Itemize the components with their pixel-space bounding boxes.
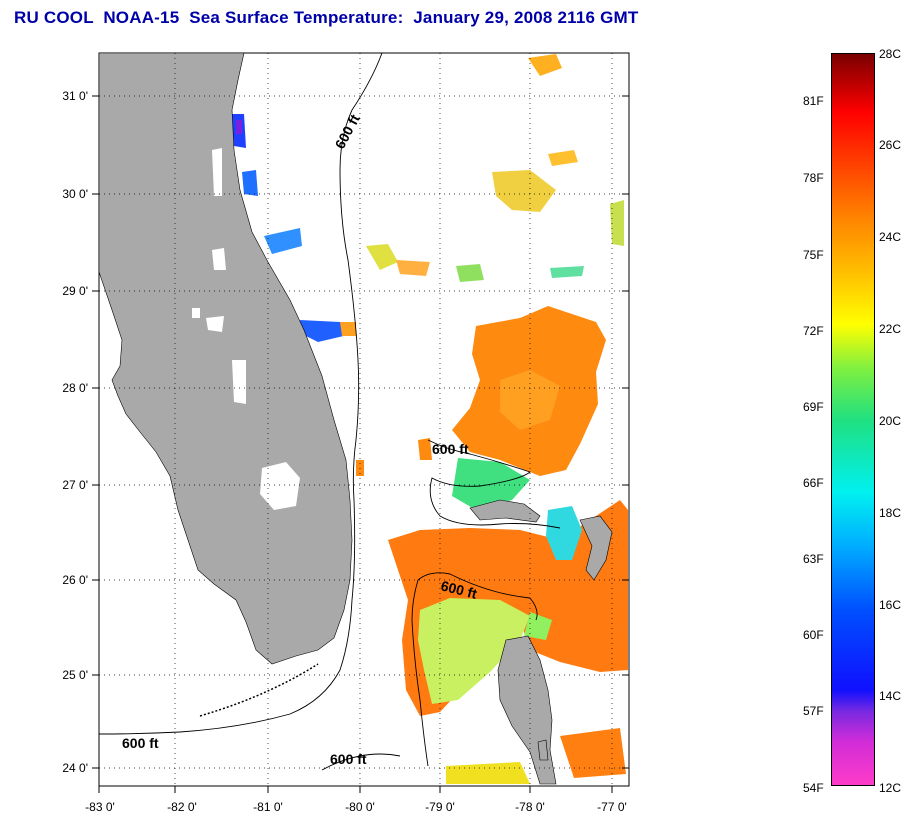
- sst-patch: [500, 370, 560, 430]
- isobath-label: 600 ft: [330, 751, 367, 767]
- lake: [192, 308, 200, 318]
- colorbar-fahrenheit-label: 81F: [803, 94, 824, 108]
- sst-patch: [340, 322, 356, 336]
- sst-patch: [546, 506, 582, 560]
- sst-patch: [242, 170, 258, 196]
- lat-label: 30 0': [62, 187, 88, 201]
- sst-patch: [446, 762, 530, 784]
- colorbar-fahrenheit-label: 60F: [803, 628, 824, 642]
- sst-data-layer: [232, 54, 628, 784]
- sst-patch: [300, 320, 352, 342]
- lon-label: -81 0': [253, 800, 283, 814]
- sst-patch: [418, 438, 432, 460]
- florida-landmass: [98, 52, 353, 665]
- lon-label: -78 0': [515, 800, 545, 814]
- sst-patch: [550, 266, 584, 278]
- sst-patch: [366, 244, 398, 270]
- abaco-island: [579, 515, 613, 581]
- isobath-label: 600 ft: [432, 441, 469, 457]
- florida-keys: [199, 663, 319, 717]
- colorbar-celsius-label: 20C: [879, 414, 902, 428]
- colorbar-fahrenheit-label: 57F: [803, 704, 824, 718]
- lon-label: -77 0': [597, 800, 627, 814]
- colorbar-fahrenheit-label: 78F: [803, 171, 824, 185]
- colorbar-celsius-label: 22C: [879, 322, 902, 336]
- sst-patch: [418, 598, 530, 704]
- lat-label: 31 0': [62, 89, 88, 103]
- colorbar-celsius-label: 24C: [879, 230, 902, 244]
- lon-label: -82 0': [167, 800, 197, 814]
- sst-patch: [528, 54, 562, 76]
- colorbar-celsius-label: 12C: [879, 781, 902, 795]
- lake: [212, 148, 222, 196]
- lon-label: -79 0': [425, 800, 455, 814]
- sst-patch: [560, 728, 626, 778]
- lat-label: 28 0': [62, 381, 88, 395]
- lake: [212, 248, 226, 270]
- grid-lines: [99, 53, 629, 786]
- latitude-labels: 31 0' 30 0' 29 0' 28 0' 27 0' 26 0' 25 0…: [62, 89, 88, 775]
- sst-patch: [236, 120, 242, 134]
- colorbar-fahrenheit-label: 66F: [803, 476, 824, 490]
- colorbar-celsius-label: 16C: [879, 598, 902, 612]
- lon-label: -80 0': [345, 800, 375, 814]
- lat-label: 24 0': [62, 761, 88, 775]
- longitude-labels: -83 0' -82 0' -81 0' -80 0' -79 0' -78 0…: [85, 800, 627, 814]
- colorbar-fahrenheit-label: 75F: [803, 248, 824, 262]
- sst-patch: [264, 228, 302, 254]
- temperature-colorbar: [831, 53, 875, 786]
- colorbar-fahrenheit-label: 72F: [803, 324, 824, 338]
- colorbar-celsius-label: 18C: [879, 506, 902, 520]
- colorbar-fahrenheit-label: 69F: [803, 400, 824, 414]
- colorbar-fahrenheit-label: 54F: [803, 781, 824, 795]
- colorbar-celsius-label: 26C: [879, 138, 902, 152]
- isobath-line-south: [321, 753, 401, 771]
- sst-patch: [456, 264, 484, 282]
- sst-patch: [492, 170, 556, 212]
- lat-label: 26 0': [62, 573, 88, 587]
- lake: [232, 360, 246, 404]
- colorbar-celsius-label: 14C: [879, 689, 902, 703]
- sst-patch: [396, 260, 430, 276]
- isobath-lines: [98, 52, 561, 771]
- map-title: RU COOL NOAA-15 Sea Surface Temperature:…: [14, 8, 639, 27]
- sst-patch: [524, 612, 552, 640]
- lake: [206, 316, 224, 332]
- land-layer: [98, 52, 613, 785]
- lake-okeechobee: [260, 462, 300, 510]
- grand-bahama-island: [469, 499, 541, 523]
- sst-patch: [610, 200, 624, 246]
- isobath-line-little-bahama: [427, 439, 561, 529]
- lat-label: 25 0': [62, 668, 88, 682]
- island: [537, 739, 549, 761]
- sst-patch: [548, 150, 578, 166]
- lat-label: 29 0': [62, 284, 88, 298]
- isobath-line-east-florida: [98, 52, 383, 735]
- lon-label: -83 0': [85, 800, 115, 814]
- axis-ticks: [92, 95, 629, 793]
- isobath-line-great-bahama: [411, 572, 538, 767]
- colorbar-fahrenheit-label: 63F: [803, 552, 824, 566]
- lat-label: 27 0': [62, 478, 88, 492]
- isobath-label: 600 ft: [122, 735, 159, 751]
- colorbar-celsius-label: 28C: [879, 47, 902, 61]
